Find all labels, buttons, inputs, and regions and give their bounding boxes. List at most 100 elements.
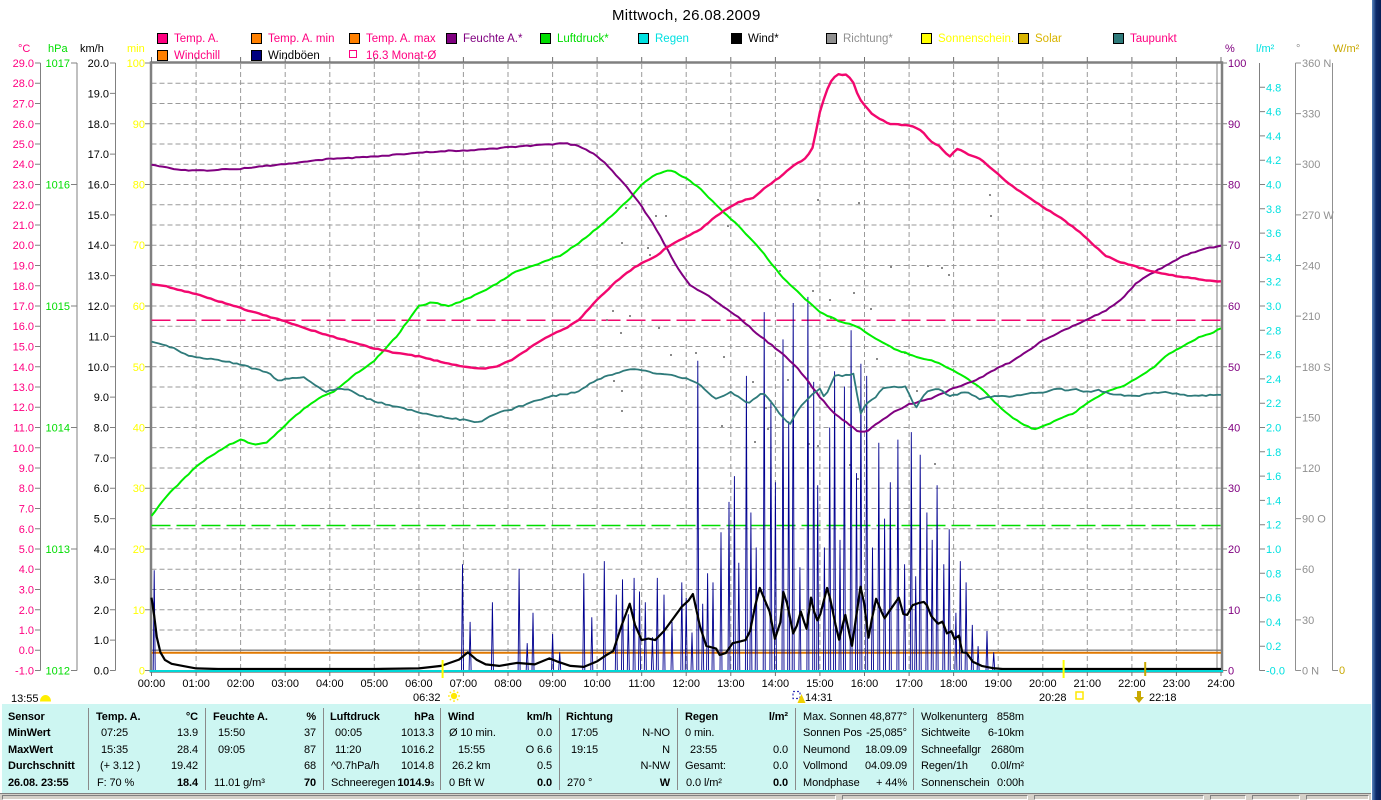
- svg-text:02:00: 02:00: [227, 678, 255, 690]
- svg-text:23:00: 23:00: [1163, 678, 1191, 690]
- svg-text:19:00: 19:00: [984, 678, 1012, 690]
- svg-text:4.6: 4.6: [1266, 107, 1281, 119]
- svg-text:5.0: 5.0: [94, 514, 109, 526]
- svg-text:15:00: 15:00: [806, 678, 834, 690]
- svg-text:4.8: 4.8: [1266, 82, 1281, 94]
- svg-text:0.4: 0.4: [1266, 617, 1281, 629]
- svg-text:09:00: 09:00: [539, 678, 567, 690]
- svg-text:18.0: 18.0: [88, 119, 109, 131]
- svg-text:26.0: 26.0: [13, 119, 34, 131]
- svg-text:16:00: 16:00: [851, 678, 879, 690]
- svg-text:13:55: 13:55: [11, 693, 39, 705]
- svg-text:04:00: 04:00: [316, 678, 344, 690]
- svg-text:3.0: 3.0: [94, 574, 109, 586]
- svg-text:210: 210: [1302, 311, 1320, 323]
- svg-text:14:31: 14:31: [805, 692, 833, 704]
- svg-text:100: 100: [1228, 58, 1246, 70]
- svg-text:22:18: 22:18: [1149, 692, 1177, 704]
- svg-text:0 N: 0 N: [1302, 666, 1319, 678]
- svg-text:80: 80: [133, 180, 145, 192]
- svg-text:9.0: 9.0: [19, 463, 34, 475]
- svg-text:13:00: 13:00: [717, 678, 745, 690]
- svg-text:19.0: 19.0: [88, 88, 109, 100]
- svg-text:9.0: 9.0: [94, 392, 109, 404]
- svg-text:1012: 1012: [46, 666, 70, 678]
- svg-text:0.2: 0.2: [1266, 641, 1281, 653]
- svg-text:4.0: 4.0: [94, 544, 109, 556]
- svg-text:18:00: 18:00: [940, 678, 968, 690]
- svg-text:100: 100: [127, 58, 145, 70]
- svg-text:60: 60: [1228, 301, 1240, 313]
- svg-text:20.0: 20.0: [88, 58, 109, 70]
- svg-text:10.0: 10.0: [13, 443, 34, 455]
- svg-text:2.8: 2.8: [1266, 325, 1281, 337]
- svg-text:23.0: 23.0: [13, 180, 34, 192]
- svg-text:70: 70: [1228, 240, 1240, 252]
- svg-text:4.0: 4.0: [1266, 180, 1281, 192]
- svg-text:15.0: 15.0: [13, 342, 34, 354]
- svg-text:03:00: 03:00: [271, 678, 299, 690]
- svg-text:0.8: 0.8: [1266, 568, 1281, 580]
- svg-text:90: 90: [1228, 119, 1240, 131]
- svg-text:10.0: 10.0: [88, 362, 109, 374]
- svg-text:W/m²: W/m²: [1333, 43, 1360, 55]
- svg-text:2.2: 2.2: [1266, 398, 1281, 410]
- svg-text:12:00: 12:00: [672, 678, 700, 690]
- svg-text:11:00: 11:00: [628, 678, 655, 690]
- svg-text:1.0: 1.0: [1266, 544, 1281, 556]
- svg-text:1013: 1013: [46, 544, 70, 556]
- svg-text:24:00: 24:00: [1207, 678, 1235, 690]
- svg-text:3.4: 3.4: [1266, 252, 1281, 264]
- svg-text:2.0: 2.0: [1266, 423, 1281, 435]
- svg-text:10: 10: [133, 605, 145, 617]
- svg-text:0: 0: [1228, 666, 1234, 678]
- svg-text:27.0: 27.0: [13, 99, 34, 111]
- svg-text:17.0: 17.0: [13, 301, 34, 313]
- svg-text:17.0: 17.0: [88, 149, 109, 161]
- svg-text:25.0: 25.0: [13, 139, 34, 151]
- svg-text:hPa: hPa: [48, 43, 68, 55]
- svg-text:18.0: 18.0: [13, 281, 34, 293]
- svg-text:15.0: 15.0: [88, 210, 109, 222]
- svg-text:°C: °C: [18, 43, 30, 55]
- svg-text:40: 40: [1228, 423, 1240, 435]
- svg-text:16.0: 16.0: [88, 180, 109, 192]
- svg-text:6.0: 6.0: [19, 524, 34, 536]
- svg-text:40: 40: [133, 423, 145, 435]
- svg-text:70: 70: [133, 240, 145, 252]
- svg-text:06:00: 06:00: [405, 678, 433, 690]
- svg-text:10: 10: [1228, 605, 1240, 617]
- svg-text:4.2: 4.2: [1266, 155, 1281, 167]
- svg-text:8.0: 8.0: [94, 423, 109, 435]
- svg-text:24.0: 24.0: [13, 159, 34, 171]
- svg-text:3.6: 3.6: [1266, 228, 1281, 240]
- svg-text:1.8: 1.8: [1266, 447, 1281, 459]
- svg-text:08:00: 08:00: [494, 678, 522, 690]
- svg-text:l/m²: l/m²: [1256, 43, 1275, 55]
- svg-text:180 S: 180 S: [1302, 362, 1331, 374]
- svg-text:14.0: 14.0: [13, 362, 34, 374]
- svg-text:80: 80: [1228, 180, 1240, 192]
- svg-text:07:00: 07:00: [450, 678, 478, 690]
- svg-text:90 O: 90 O: [1302, 514, 1326, 526]
- svg-text:11.0: 11.0: [13, 423, 34, 435]
- svg-text:0: 0: [139, 666, 145, 678]
- svg-text:1.4: 1.4: [1266, 495, 1281, 507]
- svg-text:0.0: 0.0: [19, 645, 34, 657]
- svg-text:90: 90: [133, 119, 145, 131]
- svg-text:1017: 1017: [46, 58, 70, 70]
- svg-text:30: 30: [133, 483, 145, 495]
- svg-text:2.4: 2.4: [1266, 374, 1281, 386]
- svg-text:60: 60: [133, 301, 145, 313]
- svg-text:3.0: 3.0: [1266, 301, 1281, 313]
- svg-text:01:00: 01:00: [182, 678, 210, 690]
- svg-text:6.0: 6.0: [94, 483, 109, 495]
- svg-text:360 N: 360 N: [1302, 58, 1331, 70]
- svg-text:1016: 1016: [46, 180, 70, 192]
- svg-text:0: 0: [1339, 665, 1345, 677]
- svg-text:1.0: 1.0: [94, 635, 109, 647]
- svg-text:12.0: 12.0: [88, 301, 109, 313]
- svg-text:50: 50: [133, 362, 145, 374]
- svg-text:19.0: 19.0: [13, 261, 34, 273]
- svg-text:%: %: [1225, 43, 1235, 55]
